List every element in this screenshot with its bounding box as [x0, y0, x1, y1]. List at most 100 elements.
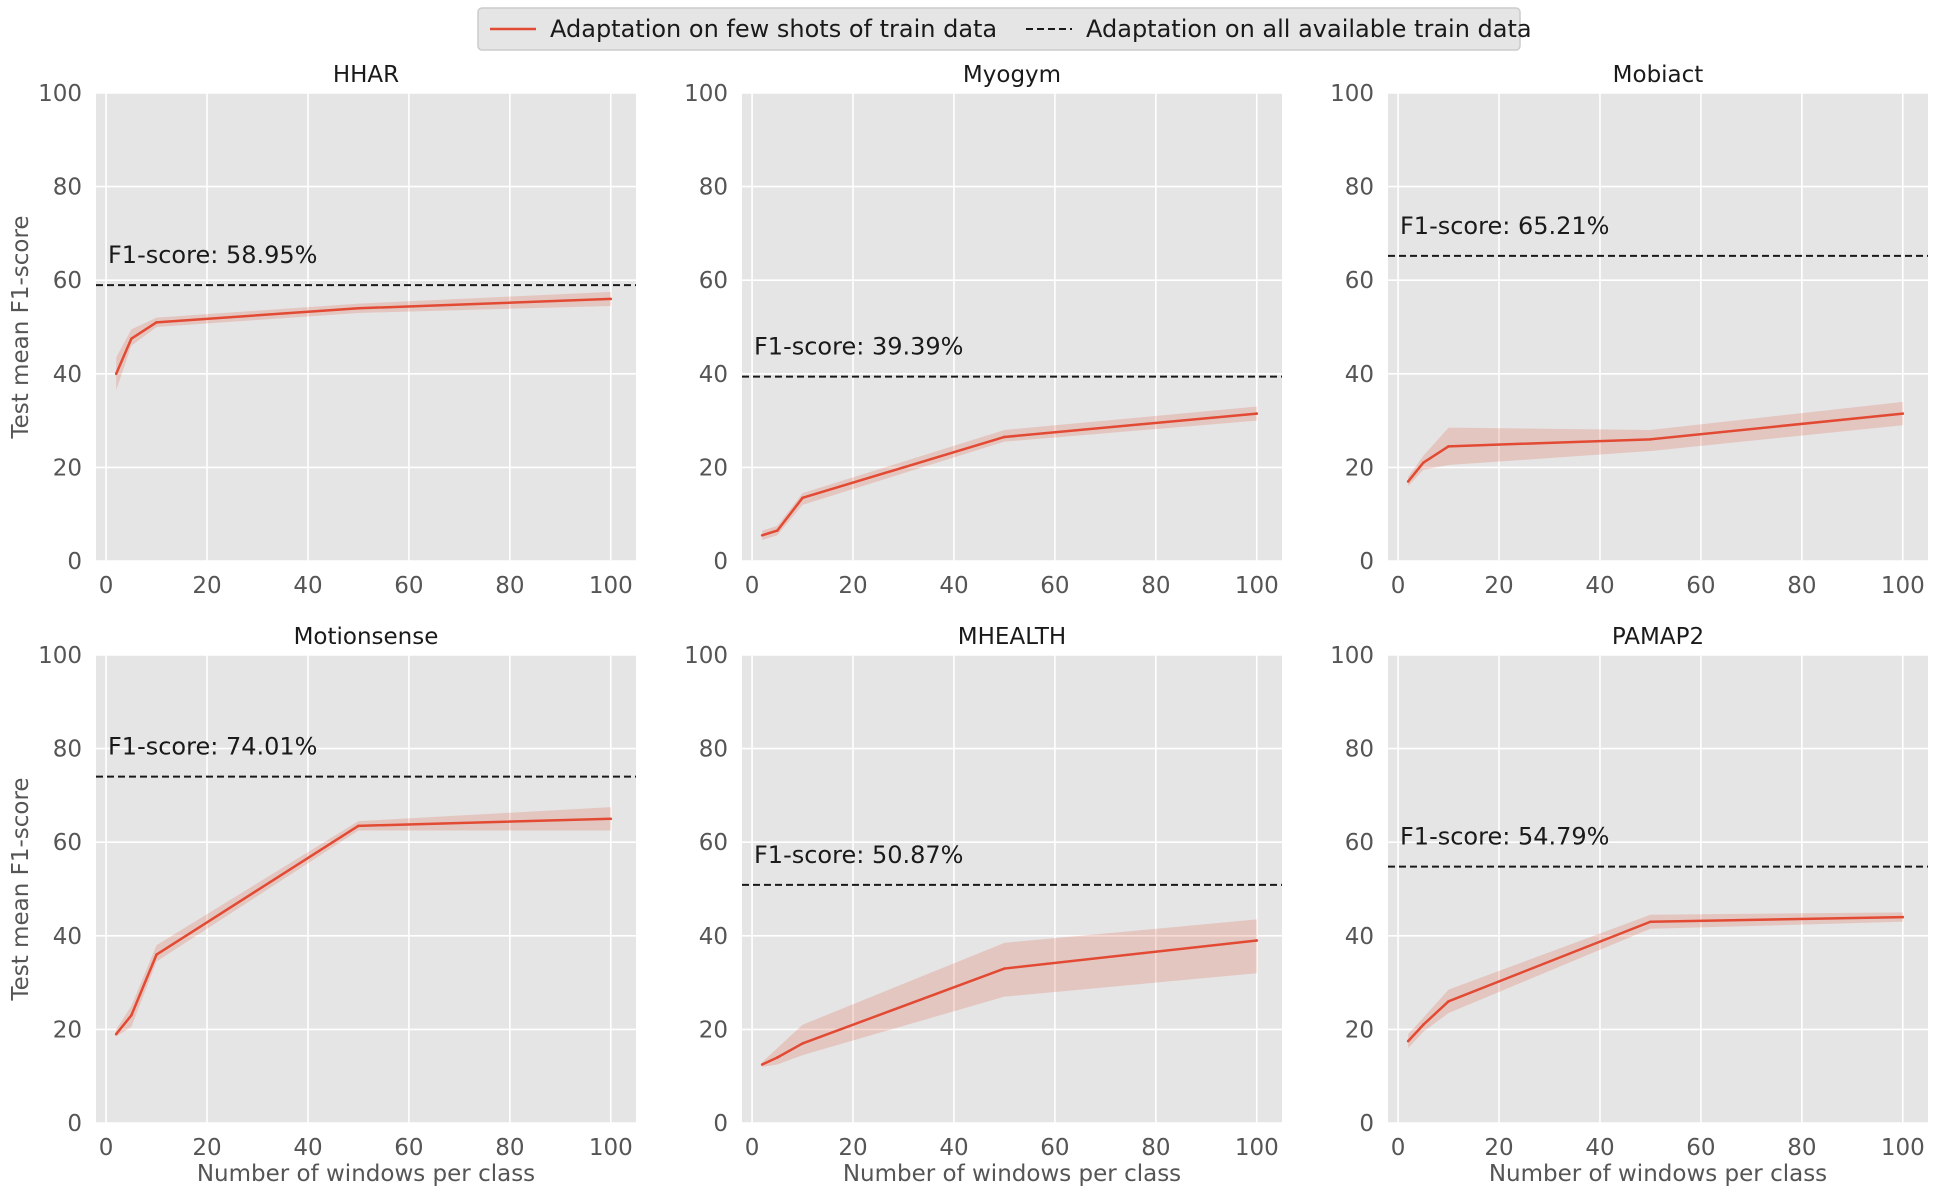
- y-tick-label: 80: [699, 175, 728, 201]
- y-tick-label: 40: [699, 924, 728, 950]
- x-tick-label: 0: [745, 1135, 760, 1161]
- x-tick-label: 60: [1040, 573, 1069, 599]
- y-tick-label: 100: [1330, 643, 1374, 669]
- y-tick-label: 0: [67, 549, 82, 575]
- x-tick-label: 0: [1391, 573, 1406, 599]
- subplots-grid: 0 20 40 60 80 100 0 20 40 60 80 100 HHAR Test mean F1…: [8, 62, 1928, 1187]
- data-point: [114, 1032, 118, 1036]
- subplot-title: Myogym: [963, 62, 1061, 88]
- data-point: [130, 337, 133, 341]
- confidence-band: [762, 919, 1257, 1067]
- x-tick-label: 60: [1686, 1135, 1715, 1161]
- subplot-mhealth: 0 20 40 60 80 100 0 20 40 60 80 100 MHEALTH Number of…: [684, 624, 1282, 1187]
- plot-area: [1388, 655, 1928, 1123]
- plot-area: [1388, 93, 1928, 561]
- x-tick-label: 80: [1787, 573, 1816, 599]
- plot-area: [742, 655, 1282, 1123]
- data-point: [357, 824, 360, 828]
- data-point: [1255, 412, 1259, 415]
- reference-annotation: F1-score: 74.01%: [108, 733, 317, 761]
- x-tick-label: 20: [192, 573, 221, 599]
- y-tick-label: 80: [1345, 737, 1374, 763]
- x-axis-label: Number of windows per class: [197, 1161, 535, 1187]
- data-point: [1406, 480, 1410, 483]
- data-point: [1255, 939, 1259, 942]
- data-point: [1406, 1039, 1410, 1043]
- x-tick-label: 40: [1585, 573, 1614, 599]
- legend-label-all-data: Adaptation on all available train data: [1086, 15, 1532, 43]
- y-tick-label: 0: [1359, 549, 1374, 575]
- x-axis-label: Number of windows per class: [1489, 1161, 1827, 1187]
- confidence-band: [1408, 401, 1903, 487]
- data-point: [609, 817, 613, 821]
- x-axis-label: Number of windows per class: [843, 1161, 1181, 1187]
- x-tick-label: 40: [293, 1135, 322, 1161]
- x-tick-label: 100: [1881, 573, 1925, 599]
- x-tick-label: 40: [1585, 1135, 1614, 1161]
- x-tick-label: 20: [838, 1135, 867, 1161]
- subplot-motionsense: 0 20 40 60 80 100 0 20 40 60 80 100 Motionsense Numbe…: [8, 624, 636, 1187]
- data-point: [760, 533, 764, 537]
- subplot-hhar: 0 20 40 60 80 100 0 20 40 60 80 100 HHAR Test mean F1…: [8, 62, 636, 599]
- y-tick-label: 20: [1345, 1017, 1374, 1043]
- data-point: [130, 1014, 133, 1017]
- y-tick-label: 100: [684, 81, 728, 107]
- y-tick-label: 20: [53, 1017, 82, 1043]
- reference-annotation: F1-score: 58.95%: [108, 241, 317, 269]
- data-point: [1422, 1023, 1425, 1027]
- subplot-title: HHAR: [333, 62, 399, 88]
- subplot-title: Mobiact: [1613, 62, 1704, 88]
- y-tick-label: 80: [53, 175, 82, 201]
- y-axis-label: Test mean F1-score: [8, 777, 34, 1001]
- legend-box: [477, 7, 1521, 51]
- y-tick-label: 80: [53, 737, 82, 763]
- x-tick-label: 100: [1235, 573, 1279, 599]
- x-tick-label: 20: [192, 1135, 221, 1161]
- data-point: [760, 1063, 764, 1066]
- data-point: [1447, 445, 1450, 448]
- x-tick-label: 0: [1391, 1135, 1406, 1161]
- x-tick-label: 80: [1787, 1135, 1816, 1161]
- y-tick-label: 100: [38, 643, 82, 669]
- x-tick-label: 80: [495, 573, 524, 599]
- confidence-band: [1408, 912, 1903, 1049]
- x-tick-label: 60: [394, 573, 423, 599]
- data-point: [801, 496, 804, 500]
- plot-area: [742, 93, 1282, 561]
- y-tick-label: 0: [713, 1111, 728, 1137]
- data-point: [1649, 438, 1652, 441]
- y-tick-label: 60: [53, 268, 82, 294]
- data-point: [1003, 435, 1006, 439]
- data-point: [357, 306, 360, 310]
- x-tick-label: 80: [1141, 573, 1170, 599]
- x-tick-label: 0: [745, 573, 760, 599]
- plot-area: [96, 93, 636, 561]
- subplot-pamap2: 0 20 40 60 80 100 0 20 40 60 80 100 PAMAP2 Number of …: [1330, 624, 1928, 1187]
- data-point: [609, 297, 613, 301]
- x-tick-label: 100: [1235, 1135, 1279, 1161]
- y-tick-label: 60: [699, 268, 728, 294]
- x-tick-label: 20: [838, 573, 867, 599]
- x-tick-label: 80: [495, 1135, 524, 1161]
- data-point: [776, 1056, 779, 1059]
- y-tick-label: 40: [53, 924, 82, 950]
- data-point: [1003, 967, 1006, 970]
- legend-label-few-shot: Adaptation on few shots of train data: [550, 15, 997, 43]
- y-tick-label: 40: [1345, 924, 1374, 950]
- data-point: [1901, 915, 1905, 919]
- subplot-title: MHEALTH: [958, 624, 1066, 650]
- plot-area: [96, 655, 636, 1123]
- data-point: [801, 1042, 804, 1045]
- y-tick-label: 100: [684, 643, 728, 669]
- x-tick-label: 100: [589, 1135, 633, 1161]
- confidence-band: [762, 406, 1257, 540]
- subplot-mobiact: 0 20 40 60 80 100 0 20 40 60 80 100 Mobiact F1-score:…: [1330, 62, 1928, 599]
- y-tick-label: 40: [53, 362, 82, 388]
- reference-annotation: F1-score: 39.39%: [754, 333, 963, 361]
- x-tick-label: 40: [939, 573, 968, 599]
- data-point: [1422, 461, 1425, 465]
- y-tick-label: 100: [38, 81, 82, 107]
- x-tick-label: 80: [1141, 1135, 1170, 1161]
- x-tick-label: 40: [939, 1135, 968, 1161]
